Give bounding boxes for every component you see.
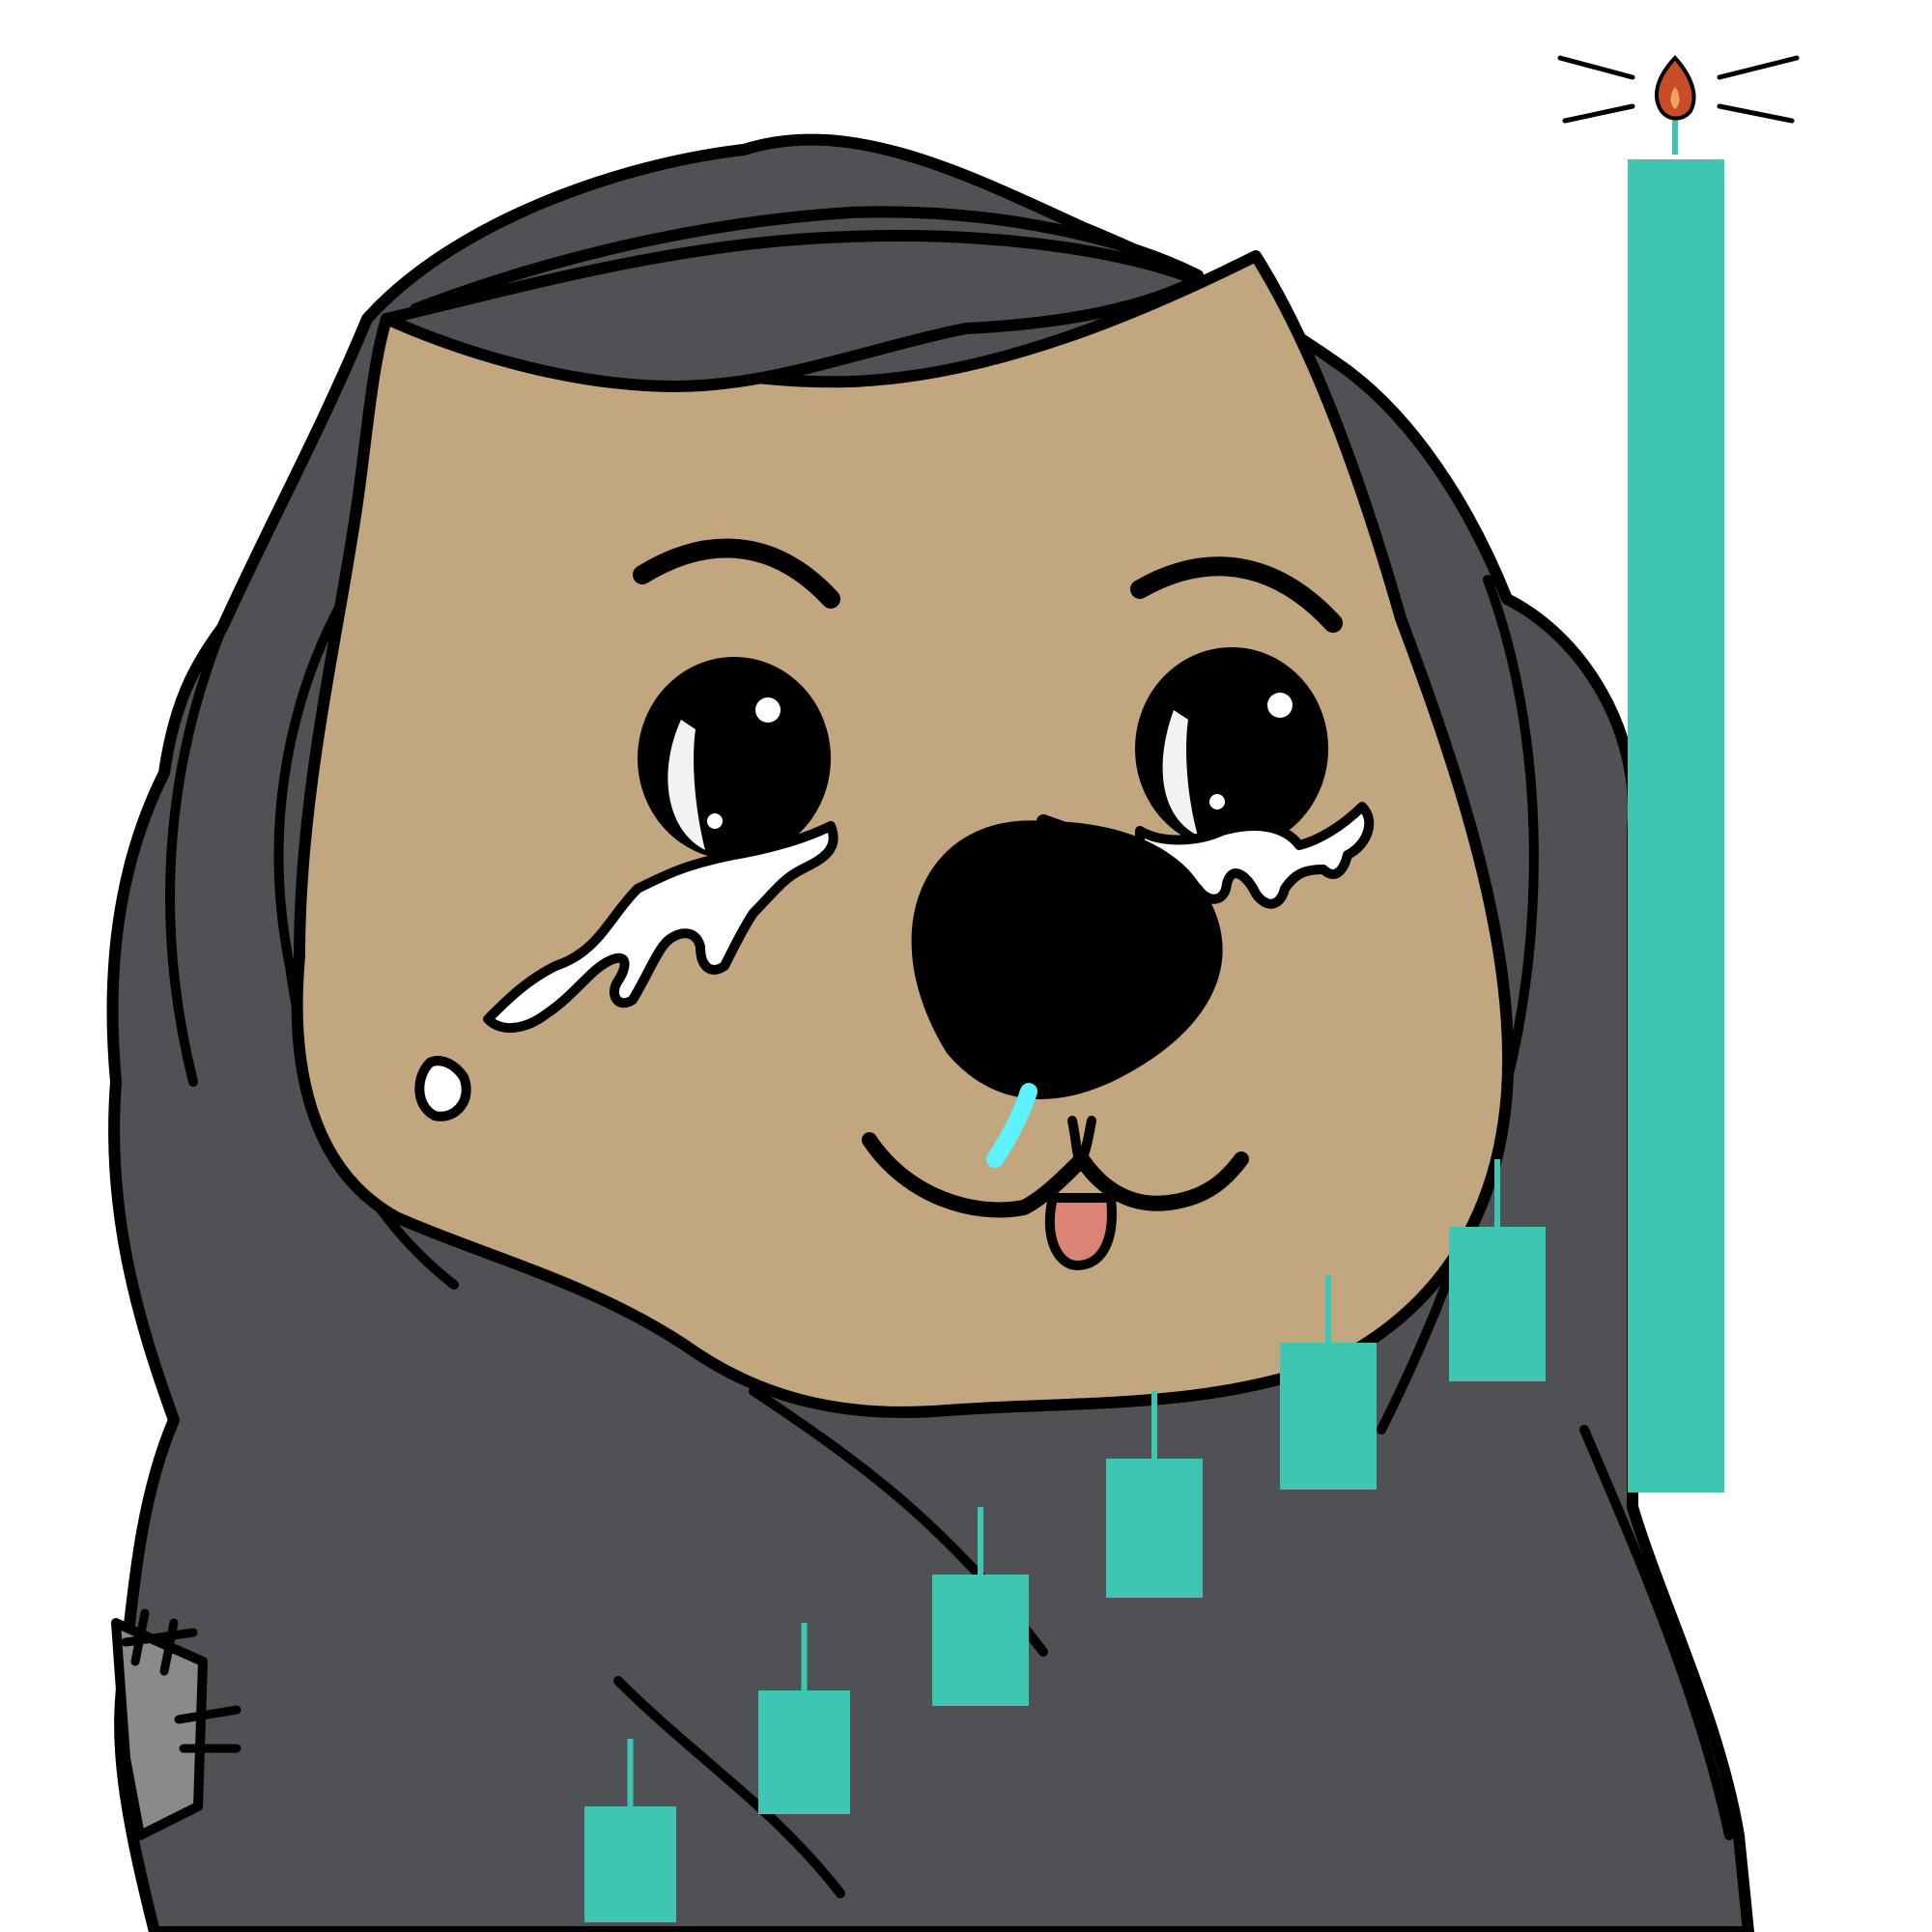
candlestick-chart [584, 159, 1724, 1922]
tongue [1044, 1193, 1117, 1270]
candle-body-7 [1628, 159, 1724, 1492]
candle-body-6 [1449, 1227, 1546, 1381]
nose [911, 814, 1223, 1168]
right-eye [1135, 647, 1328, 850]
hoodie-crease-2 [1579, 1425, 1734, 1840]
tears [414, 802, 1375, 1122]
hoodie-patch [111, 1608, 242, 1840]
left-eyebrow [633, 538, 840, 609]
candle-body-3 [932, 1575, 1029, 1706]
right-tear-stream [1135, 802, 1375, 909]
candle-body-2 [758, 1690, 850, 1814]
mouth [862, 1116, 1249, 1270]
hoodie-fold-left-outer [165, 623, 227, 1087]
hoodie-crease [613, 1676, 845, 1898]
hood-top-fold [410, 206, 1204, 315]
snot-drip [986, 1083, 1037, 1168]
left-eye [638, 657, 831, 860]
flame-icon [1557, 55, 1800, 155]
right-eyebrow [1130, 556, 1343, 633]
candle-body-4 [1106, 1459, 1203, 1598]
left-tear-stream [483, 821, 838, 1034]
wombat-face [291, 230, 1515, 1418]
left-tear-drop [414, 1056, 471, 1122]
nose-bridge-line [1037, 814, 1166, 881]
candle-body-1 [584, 1806, 676, 1922]
candle-body-5 [1280, 1343, 1377, 1490]
hood-brim [381, 230, 1204, 392]
